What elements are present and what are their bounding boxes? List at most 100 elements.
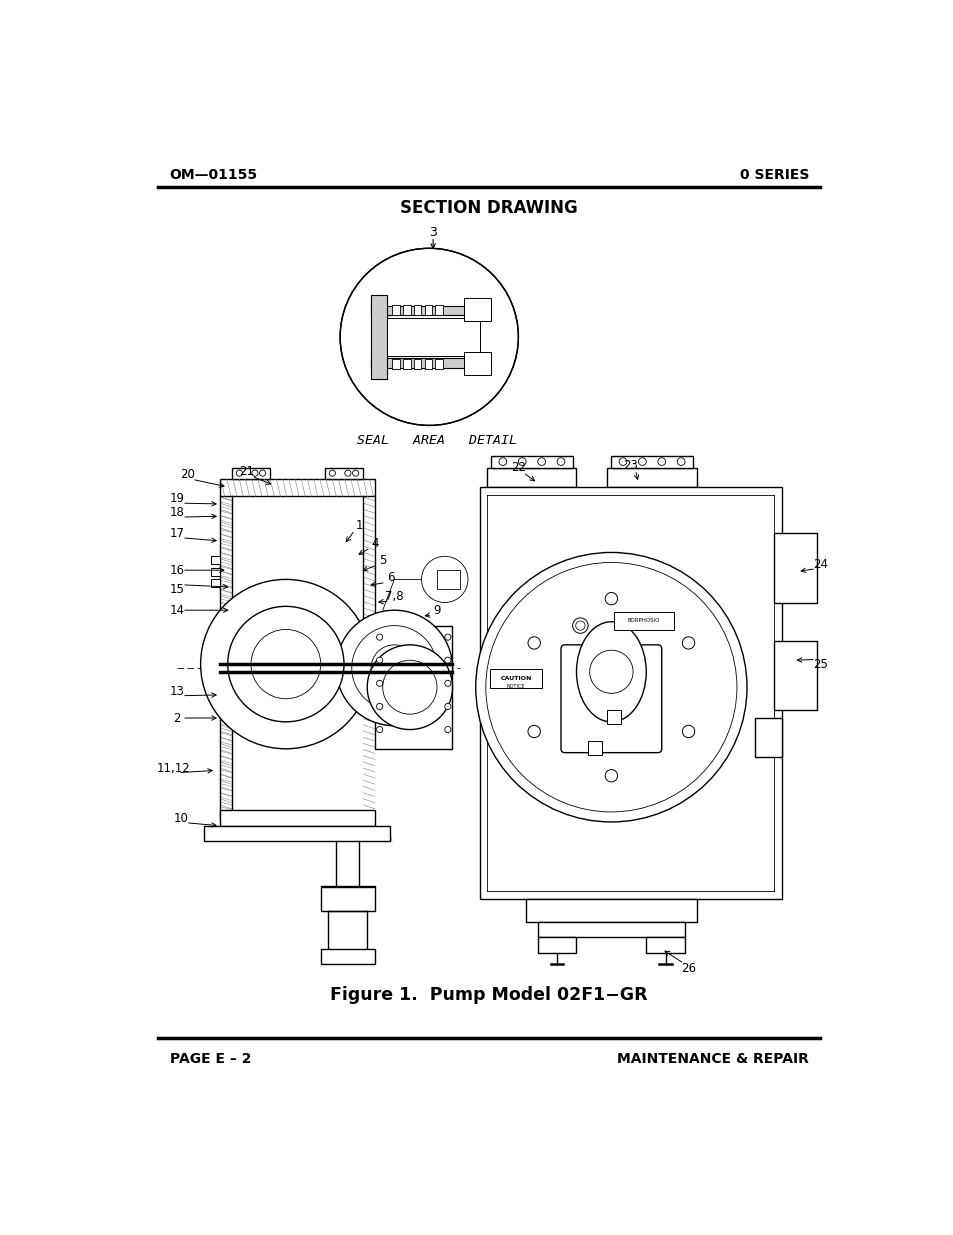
Text: SECTION DRAWING: SECTION DRAWING [399,199,578,217]
Bar [220,479,375,496]
Circle shape [329,471,335,477]
Bar [773,534,816,603]
Bar [204,826,390,841]
Text: 4: 4 [371,537,378,550]
Bar [435,305,443,315]
Circle shape [335,610,452,726]
Text: 13: 13 [170,684,185,698]
Bar [232,468,270,479]
Bar [587,741,601,755]
Circle shape [498,458,506,466]
Bar [464,299,491,321]
Circle shape [618,458,626,466]
Bar [211,556,220,564]
Bar [436,571,459,589]
Circle shape [376,634,382,640]
Text: 26: 26 [680,962,696,974]
Bar [424,305,432,315]
Circle shape [376,657,382,663]
Circle shape [681,637,694,650]
Bar [320,948,375,965]
Circle shape [658,458,665,466]
Text: MAINTENANCE & REPAIR: MAINTENANCE & REPAIR [617,1052,808,1066]
Text: PAGE E – 2: PAGE E – 2 [170,1052,251,1066]
Bar [435,359,443,369]
Bar [375,626,452,748]
Circle shape [517,458,525,466]
Circle shape [340,248,517,425]
Circle shape [444,657,451,663]
Circle shape [252,471,257,477]
Bar [754,718,781,757]
Text: 1: 1 [355,519,363,532]
Bar [525,899,696,923]
Circle shape [236,471,242,477]
Circle shape [376,704,382,710]
Bar [220,810,375,826]
Bar [464,352,491,375]
Text: 24: 24 [812,557,827,571]
Circle shape [421,556,468,603]
Text: 2: 2 [173,711,181,725]
Text: 11,12: 11,12 [156,762,191,774]
Circle shape [527,637,539,650]
Text: 0 SERIES: 0 SERIES [739,168,808,182]
Text: SEAL   AREA   DETAIL: SEAL AREA DETAIL [356,435,517,447]
Bar [402,359,410,369]
Circle shape [677,458,684,466]
Bar [414,359,421,369]
Bar [402,305,410,315]
Text: 15: 15 [170,583,185,597]
FancyBboxPatch shape [490,669,542,688]
Bar [607,710,620,724]
Circle shape [200,579,371,748]
Circle shape [444,726,451,732]
Circle shape [228,606,344,721]
Circle shape [259,471,266,477]
Circle shape [444,704,451,710]
Text: Figure 1.  Pump Model 02F1−GR: Figure 1. Pump Model 02F1−GR [330,987,647,1004]
Circle shape [527,725,539,737]
Bar [491,456,572,468]
Bar [537,923,684,937]
Text: 17: 17 [170,526,185,540]
Bar [611,456,692,468]
Text: 6: 6 [386,572,394,584]
Text: BORPHOSIO: BORPHOSIO [627,619,659,624]
Text: 9: 9 [433,604,440,616]
Bar [371,358,487,368]
Text: 7,8: 7,8 [385,590,403,603]
Text: 10: 10 [173,811,189,825]
Bar [371,306,487,315]
Bar [211,568,220,576]
Circle shape [353,471,358,477]
Text: CAUTION: CAUTION [499,677,531,682]
Bar [537,937,576,953]
Circle shape [476,552,746,823]
Text: 23: 23 [622,459,638,472]
Circle shape [444,680,451,687]
Circle shape [344,471,351,477]
Circle shape [557,458,564,466]
Circle shape [444,634,451,640]
Bar [424,359,432,369]
Bar [324,468,363,479]
FancyBboxPatch shape [560,645,661,752]
FancyBboxPatch shape [614,611,674,630]
Bar [773,641,816,710]
Circle shape [376,726,382,732]
Bar [479,487,781,899]
Text: 21: 21 [239,466,254,478]
Text: NOTICE: NOTICE [506,684,525,689]
Text: 18: 18 [170,506,185,519]
Bar [414,305,421,315]
Text: 16: 16 [170,563,185,577]
Text: OM—01155: OM—01155 [170,168,257,182]
Bar [320,888,375,910]
Text: 25: 25 [812,657,827,671]
Bar [487,468,576,487]
Bar [645,937,684,953]
Circle shape [638,458,645,466]
Circle shape [537,458,545,466]
Circle shape [681,725,694,737]
